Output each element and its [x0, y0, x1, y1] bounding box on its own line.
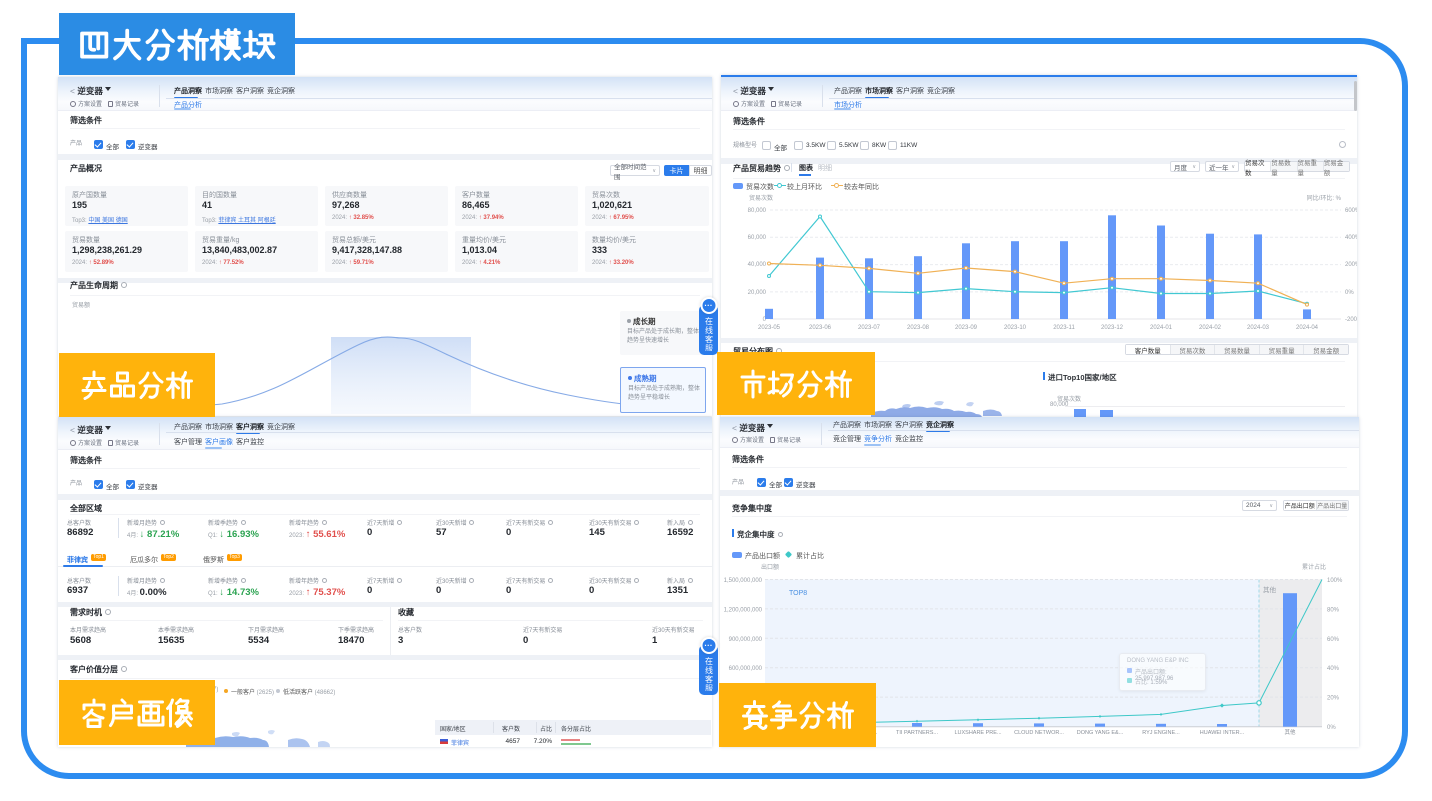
- svg-text:CLOUD NETWOR...: CLOUD NETWOR...: [1014, 730, 1064, 736]
- svg-text:2023-06: 2023-06: [809, 325, 832, 331]
- svg-text:客: 客: [705, 674, 713, 684]
- svg-text:LUXSHARE PRE...: LUXSHARE PRE...: [954, 730, 1002, 736]
- svg-text:2024-04: 2024-04: [1296, 325, 1319, 331]
- svg-text:20,000: 20,000: [748, 290, 767, 296]
- svg-text:2023-11: 2023-11: [1053, 325, 1075, 331]
- svg-text:2023-08: 2023-08: [907, 325, 930, 331]
- svg-text:累计占比: 累计占比: [1302, 563, 1326, 571]
- svg-text:服: 服: [705, 344, 713, 351]
- svg-text:0%: 0%: [1345, 290, 1354, 296]
- svg-text:20%: 20%: [1327, 696, 1340, 702]
- svg-text:出口额: 出口额: [761, 563, 779, 571]
- svg-text:600,000,000: 600,000,000: [729, 666, 763, 672]
- svg-text:60%: 60%: [1327, 637, 1340, 643]
- svg-text:100%: 100%: [1327, 578, 1343, 584]
- svg-text:其他: 其他: [1284, 728, 1296, 736]
- svg-text:TOP8: TOP8: [789, 590, 807, 597]
- svg-text:-200%: -200%: [1345, 317, 1357, 323]
- svg-text:2023-05: 2023-05: [758, 325, 781, 331]
- svg-text:客: 客: [705, 334, 713, 344]
- svg-text:贸易次数: 贸易次数: [749, 194, 773, 202]
- svg-text:在: 在: [705, 657, 713, 666]
- svg-text:40,000: 40,000: [748, 262, 767, 268]
- svg-text:DONG YANG E&...: DONG YANG E&...: [1077, 730, 1124, 736]
- svg-text:HUAWEI INTER...: HUAWEI INTER...: [1200, 730, 1245, 736]
- svg-text:2023-07: 2023-07: [858, 325, 881, 331]
- svg-text:0%: 0%: [1327, 725, 1336, 731]
- svg-text:2023-09: 2023-09: [955, 325, 978, 331]
- svg-text:RYJ ENGINE...: RYJ ENGINE...: [1142, 730, 1180, 736]
- svg-text:200%: 200%: [1345, 262, 1357, 268]
- svg-text:2024-01: 2024-01: [1150, 325, 1173, 331]
- svg-text:线: 线: [705, 665, 713, 675]
- svg-text:40%: 40%: [1327, 666, 1340, 672]
- svg-text:2024-02: 2024-02: [1199, 325, 1222, 331]
- svg-text:2023-12: 2023-12: [1101, 325, 1124, 331]
- svg-text:400%: 400%: [1345, 235, 1357, 241]
- svg-text:同比/环比: %: 同比/环比: %: [1307, 194, 1342, 202]
- svg-text:0: 0: [763, 317, 767, 323]
- svg-text:TII PARTNERS...: TII PARTNERS...: [896, 730, 938, 736]
- svg-text:900,000,000: 900,000,000: [729, 637, 763, 643]
- svg-text:在: 在: [705, 317, 713, 326]
- svg-text:2024-03: 2024-03: [1247, 325, 1270, 331]
- svg-text:线: 线: [705, 325, 713, 335]
- svg-text:1,200,000,000: 1,200,000,000: [724, 607, 763, 613]
- svg-text:其他: 其他: [1263, 585, 1277, 594]
- svg-text:60,000: 60,000: [748, 235, 767, 241]
- svg-text:80,000: 80,000: [748, 208, 767, 214]
- svg-text:1,500,000,000: 1,500,000,000: [724, 578, 763, 584]
- svg-text:服: 服: [705, 684, 713, 691]
- svg-text:600%: 600%: [1345, 208, 1357, 214]
- svg-text:80%: 80%: [1327, 607, 1340, 613]
- svg-text:2023-10: 2023-10: [1004, 325, 1027, 331]
